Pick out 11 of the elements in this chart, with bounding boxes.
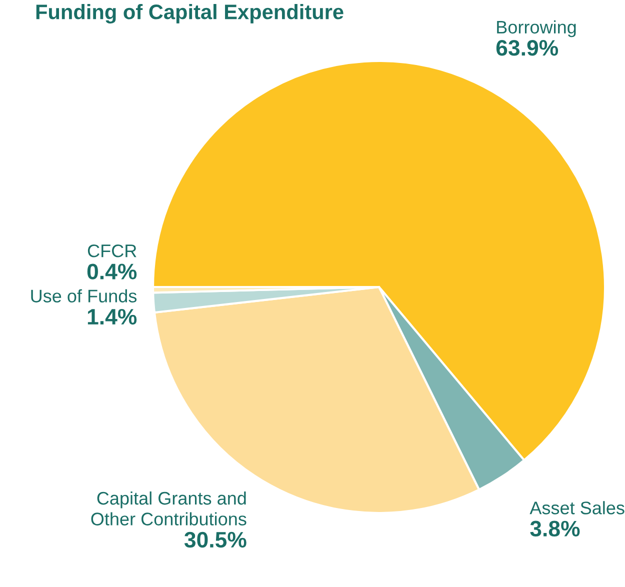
slice-label: Asset Sales: [530, 501, 624, 514]
chart-title: Funding of Capital Expenditure: [36, 4, 344, 24]
data-label: 1.4%: [88, 308, 137, 325]
data-label: 0.4%: [87, 264, 137, 280]
slice-label: CFCR: [88, 244, 136, 258]
slice-label: Use of Funds: [31, 289, 137, 302]
data-label: 63.9%: [496, 40, 558, 56]
data-label: 30.5%: [184, 532, 246, 548]
slice-label: Borrowing: [497, 20, 576, 38]
slice-label: Capital Grants and Other Contributions: [91, 491, 246, 526]
data-label: 3.8%: [530, 520, 580, 537]
